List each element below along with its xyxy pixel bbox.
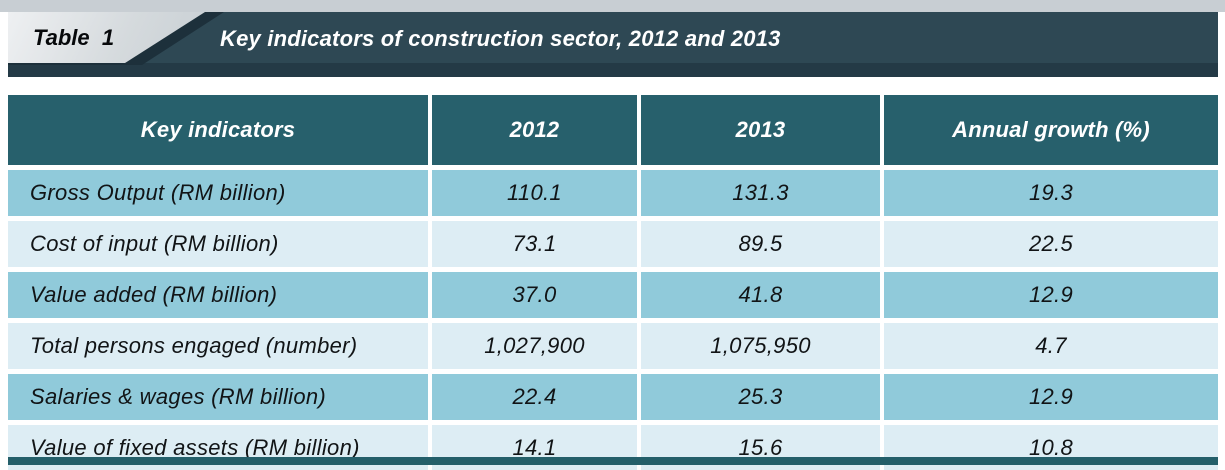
table-title: Key indicators of construction sector, 2… [220, 26, 781, 51]
key-indicators-table: Key indicators 2012 2013 Annual growth (… [8, 95, 1218, 470]
indicator-cell: Gross Output (RM billion) [8, 165, 428, 216]
header-row: Key indicators 2012 2013 Annual growth (… [8, 95, 1218, 165]
table-number-tab: Table 1 [8, 12, 205, 63]
title-bar-bottom-edge [8, 63, 1218, 77]
top-edge-strip [0, 0, 1225, 12]
indicator-cell: Total persons engaged (number) [8, 318, 428, 369]
growth-cell: 4.7 [880, 318, 1218, 369]
table-row: Gross Output (RM billion) 110.1 131.3 19… [8, 165, 1218, 216]
value-2012-cell: 73.1 [428, 216, 637, 267]
value-2012-cell: 37.0 [428, 267, 637, 318]
table-row: Cost of input (RM billion) 73.1 89.5 22.… [8, 216, 1218, 267]
value-2013-cell: 131.3 [637, 165, 880, 216]
value-2013-cell: 25.3 [637, 369, 880, 420]
value-2013-cell: 89.5 [637, 216, 880, 267]
column-header-annual-growth: Annual growth (%) [880, 95, 1218, 165]
value-2012-cell: 22.4 [428, 369, 637, 420]
table-bottom-border [8, 457, 1218, 465]
growth-cell: 12.9 [880, 267, 1218, 318]
value-2013-cell: 1,075,950 [637, 318, 880, 369]
growth-cell: 22.5 [880, 216, 1218, 267]
table-title-bar: Table 1 Key indicators of construction s… [8, 12, 1218, 77]
table-row: Value added (RM billion) 37.0 41.8 12.9 [8, 267, 1218, 318]
column-header-2012: 2012 [428, 95, 637, 165]
indicator-cell: Cost of input (RM billion) [8, 216, 428, 267]
growth-cell: 19.3 [880, 165, 1218, 216]
column-header-key-indicators: Key indicators [8, 95, 428, 165]
table-row: Total persons engaged (number) 1,027,900… [8, 318, 1218, 369]
value-2013-cell: 41.8 [637, 267, 880, 318]
growth-cell: 12.9 [880, 369, 1218, 420]
table-number-label: Table 1 [33, 25, 115, 50]
value-2012-cell: 1,027,900 [428, 318, 637, 369]
column-header-2013: 2013 [637, 95, 880, 165]
indicator-cell: Value added (RM billion) [8, 267, 428, 318]
table-row: Salaries & wages (RM billion) 22.4 25.3 … [8, 369, 1218, 420]
value-2012-cell: 110.1 [428, 165, 637, 216]
indicator-cell: Salaries & wages (RM billion) [8, 369, 428, 420]
